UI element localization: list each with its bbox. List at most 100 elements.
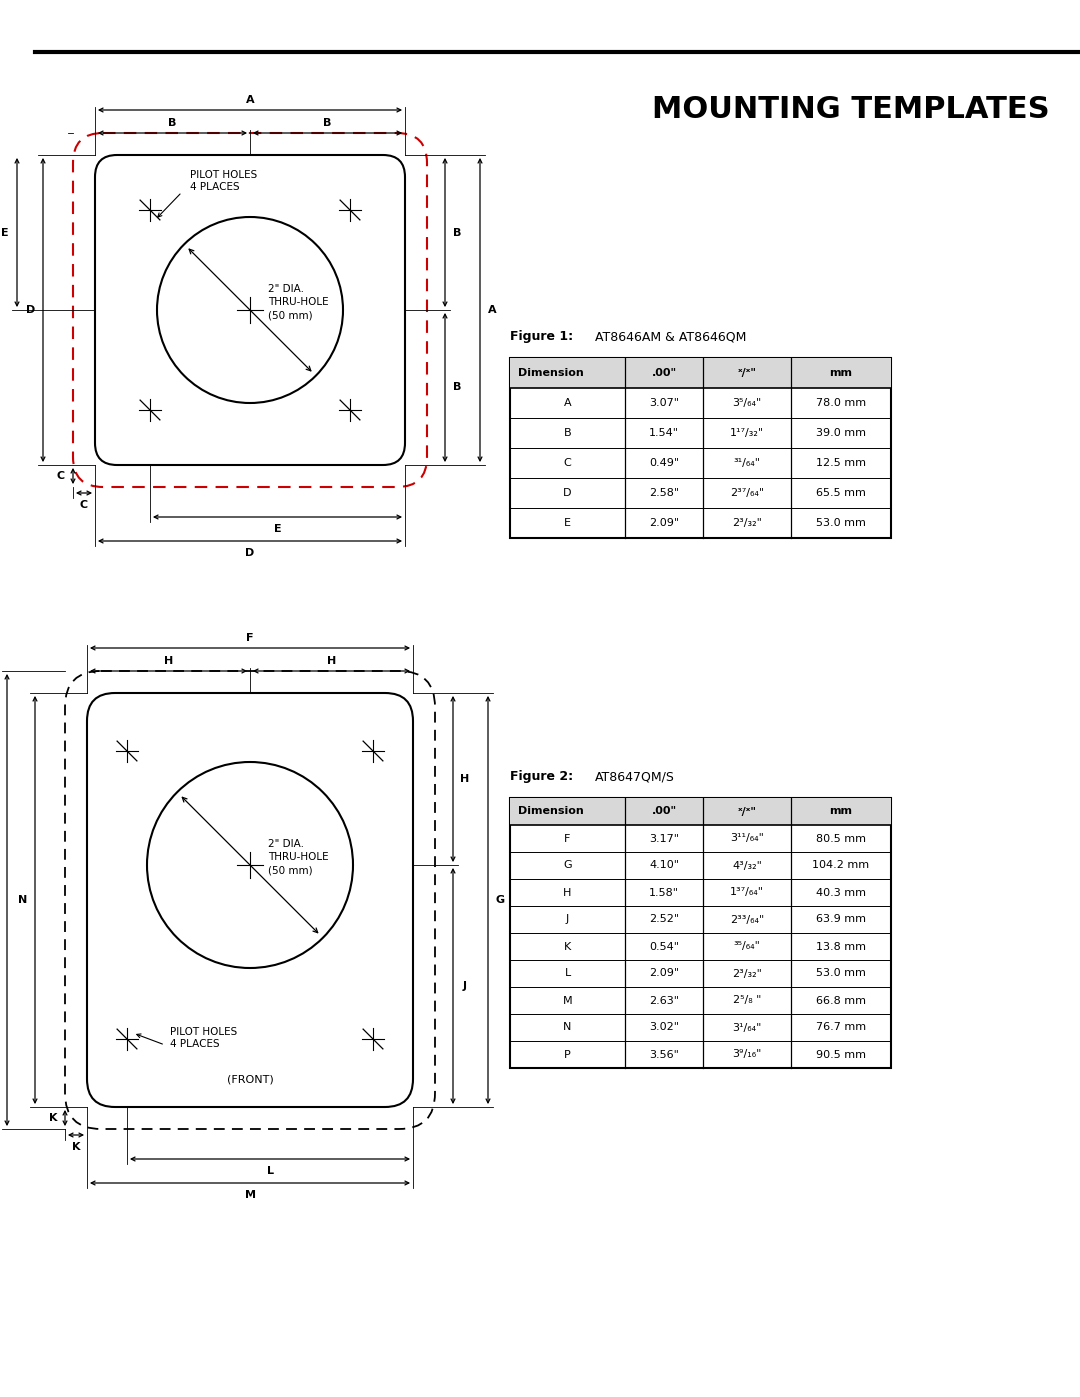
Text: 3¹/₆₄": 3¹/₆₄" — [732, 1023, 761, 1032]
Text: B: B — [564, 427, 571, 439]
Text: 80.5 mm: 80.5 mm — [816, 834, 866, 844]
Text: D: D — [26, 305, 36, 314]
Text: N: N — [18, 895, 28, 905]
Text: 1.58": 1.58" — [649, 887, 679, 897]
Text: H: H — [327, 657, 336, 666]
Text: 2" DIA.
THRU-HOLE
(50 mm): 2" DIA. THRU-HOLE (50 mm) — [268, 838, 328, 875]
Text: 2" DIA.
THRU-HOLE
(50 mm): 2" DIA. THRU-HOLE (50 mm) — [268, 284, 328, 320]
Text: 4.10": 4.10" — [649, 861, 679, 870]
Text: B: B — [323, 117, 332, 129]
Text: 53.0 mm: 53.0 mm — [816, 968, 866, 978]
Text: E: E — [273, 524, 281, 534]
Text: 0.49": 0.49" — [649, 458, 679, 468]
Text: A: A — [564, 398, 571, 408]
Text: N: N — [564, 1023, 571, 1032]
Text: L: L — [565, 968, 570, 978]
Text: 2.09": 2.09" — [649, 968, 679, 978]
Text: C: C — [564, 458, 571, 468]
Text: Figure 1:: Figure 1: — [510, 330, 573, 344]
Bar — [510, 798, 891, 826]
Text: 1.54": 1.54" — [649, 427, 679, 439]
Text: 2³³/₆₄": 2³³/₆₄" — [730, 915, 765, 925]
Text: F: F — [565, 834, 570, 844]
Text: H: H — [164, 657, 173, 666]
Text: 53.0 mm: 53.0 mm — [816, 518, 866, 528]
Text: 40.3 mm: 40.3 mm — [816, 887, 866, 897]
Text: PILOT HOLES
4 PLACES: PILOT HOLES 4 PLACES — [170, 1027, 238, 1049]
Text: 39.0 mm: 39.0 mm — [816, 427, 866, 439]
Text: 78.0 mm: 78.0 mm — [815, 398, 866, 408]
Text: (FRONT): (FRONT) — [227, 1074, 273, 1084]
Text: 66.8 mm: 66.8 mm — [816, 996, 866, 1006]
Text: 3.02": 3.02" — [649, 1023, 679, 1032]
Text: 3.56": 3.56" — [649, 1049, 679, 1059]
Text: J: J — [566, 915, 569, 925]
Text: AT8647QM/S: AT8647QM/S — [595, 770, 675, 782]
Text: 2.09": 2.09" — [649, 518, 679, 528]
Text: Figure 2:: Figure 2: — [510, 770, 573, 782]
Text: 2.52": 2.52" — [649, 915, 679, 925]
Text: M: M — [563, 996, 572, 1006]
Bar — [510, 358, 891, 538]
Text: 13.8 mm: 13.8 mm — [816, 942, 866, 951]
Text: K: K — [71, 1141, 80, 1153]
Text: H: H — [460, 774, 470, 784]
Text: 2.63": 2.63" — [649, 996, 679, 1006]
Text: MOUNTING TEMPLATES: MOUNTING TEMPLATES — [652, 95, 1050, 124]
Text: 1³⁷/₆₄": 1³⁷/₆₄" — [730, 887, 764, 897]
Text: A: A — [245, 95, 254, 105]
Text: E: E — [1, 228, 9, 237]
Text: H: H — [564, 887, 571, 897]
Text: B: B — [453, 228, 461, 237]
Text: 2³/₃₂": 2³/₃₂" — [732, 968, 761, 978]
Text: 104.2 mm: 104.2 mm — [812, 861, 869, 870]
Text: 0.54": 0.54" — [649, 942, 679, 951]
Text: 76.7 mm: 76.7 mm — [815, 1023, 866, 1032]
Text: 63.9 mm: 63.9 mm — [816, 915, 866, 925]
Text: P: P — [564, 1049, 571, 1059]
Text: 2³⁷/₆₄": 2³⁷/₆₄" — [730, 488, 764, 497]
Text: Dimension: Dimension — [518, 367, 584, 379]
Text: M: M — [244, 1190, 256, 1200]
Text: G: G — [496, 895, 504, 905]
Bar — [510, 358, 891, 388]
Text: C: C — [80, 500, 89, 510]
Text: .00": .00" — [651, 367, 676, 379]
Text: mm: mm — [829, 806, 852, 816]
Text: 3⁹/₁₆": 3⁹/₁₆" — [732, 1049, 761, 1059]
Text: mm: mm — [829, 367, 852, 379]
Text: 2⁵/₈ ": 2⁵/₈ " — [733, 996, 761, 1006]
Text: D: D — [564, 488, 571, 497]
Text: D: D — [245, 548, 255, 557]
Text: ˣ/ˣ": ˣ/ˣ" — [738, 806, 756, 816]
Text: E: E — [564, 518, 571, 528]
Text: 1¹⁷/₃₂": 1¹⁷/₃₂" — [730, 427, 764, 439]
Text: G: G — [563, 861, 571, 870]
Text: Dimension: Dimension — [518, 806, 584, 816]
Text: F: F — [246, 633, 254, 643]
Bar — [510, 798, 891, 1067]
Text: PILOT HOLES
4 PLACES: PILOT HOLES 4 PLACES — [190, 170, 257, 193]
Text: 3.17": 3.17" — [649, 834, 679, 844]
Text: C: C — [57, 471, 65, 481]
Text: K: K — [49, 1113, 57, 1123]
Text: 90.5 mm: 90.5 mm — [816, 1049, 866, 1059]
Text: .00": .00" — [651, 806, 676, 816]
Text: 3.07": 3.07" — [649, 398, 679, 408]
Text: 2.58": 2.58" — [649, 488, 679, 497]
Text: 2³/₃₂": 2³/₃₂" — [732, 518, 761, 528]
Text: 3¹¹/₆₄": 3¹¹/₆₄" — [730, 834, 764, 844]
Text: ³⁵/₆₄": ³⁵/₆₄" — [733, 942, 760, 951]
Text: ˣ/ˣ": ˣ/ˣ" — [738, 367, 756, 379]
Text: 12.5 mm: 12.5 mm — [816, 458, 866, 468]
Text: 3⁵/₆₄": 3⁵/₆₄" — [732, 398, 761, 408]
Text: K: K — [564, 942, 571, 951]
Text: 65.5 mm: 65.5 mm — [816, 488, 866, 497]
FancyBboxPatch shape — [95, 155, 405, 465]
Text: AT8646AM & AT8646QM: AT8646AM & AT8646QM — [595, 330, 746, 344]
Text: B: B — [168, 117, 177, 129]
Text: ³¹/₆₄": ³¹/₆₄" — [733, 458, 760, 468]
Text: B: B — [453, 383, 461, 393]
Text: J: J — [463, 981, 467, 990]
Text: 4³/₃₂": 4³/₃₂" — [732, 861, 761, 870]
